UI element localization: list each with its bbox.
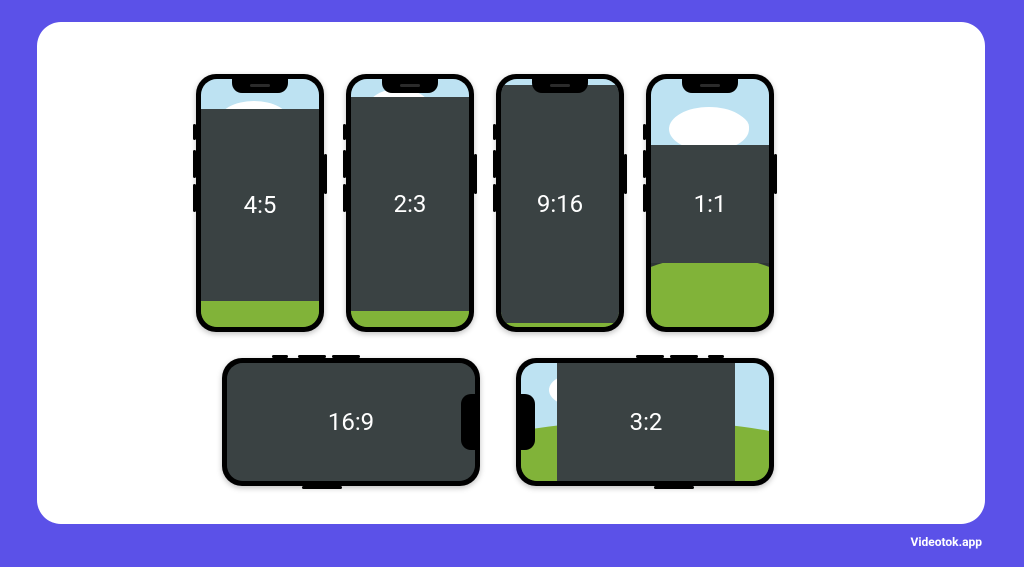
notch-icon bbox=[461, 394, 475, 450]
ratio-label: 9:16 bbox=[537, 190, 583, 218]
phone-ratio-16-9: 16:9 bbox=[222, 358, 480, 486]
notch-icon bbox=[521, 394, 535, 450]
phone-ratio-3-2: 3:2 bbox=[516, 358, 774, 486]
ratio-label: 1:1 bbox=[694, 190, 727, 218]
ratio-label: 3:2 bbox=[630, 408, 663, 436]
phone-ratio-4-5: 4:5 bbox=[196, 74, 324, 332]
page-root: 4:5 2:3 9:16 1:1 16:9 3:2 Videotok.app bbox=[0, 0, 1024, 567]
brand-label: Videotok.app bbox=[910, 535, 982, 549]
phone-ratio-2-3: 2:3 bbox=[346, 74, 474, 332]
phone-ratio-1-1: 1:1 bbox=[646, 74, 774, 332]
ratio-label: 16:9 bbox=[328, 408, 374, 436]
phone-ratio-9-16: 9:16 bbox=[496, 74, 624, 332]
ratio-label: 2:3 bbox=[394, 190, 427, 218]
ratio-label: 4:5 bbox=[244, 191, 277, 219]
